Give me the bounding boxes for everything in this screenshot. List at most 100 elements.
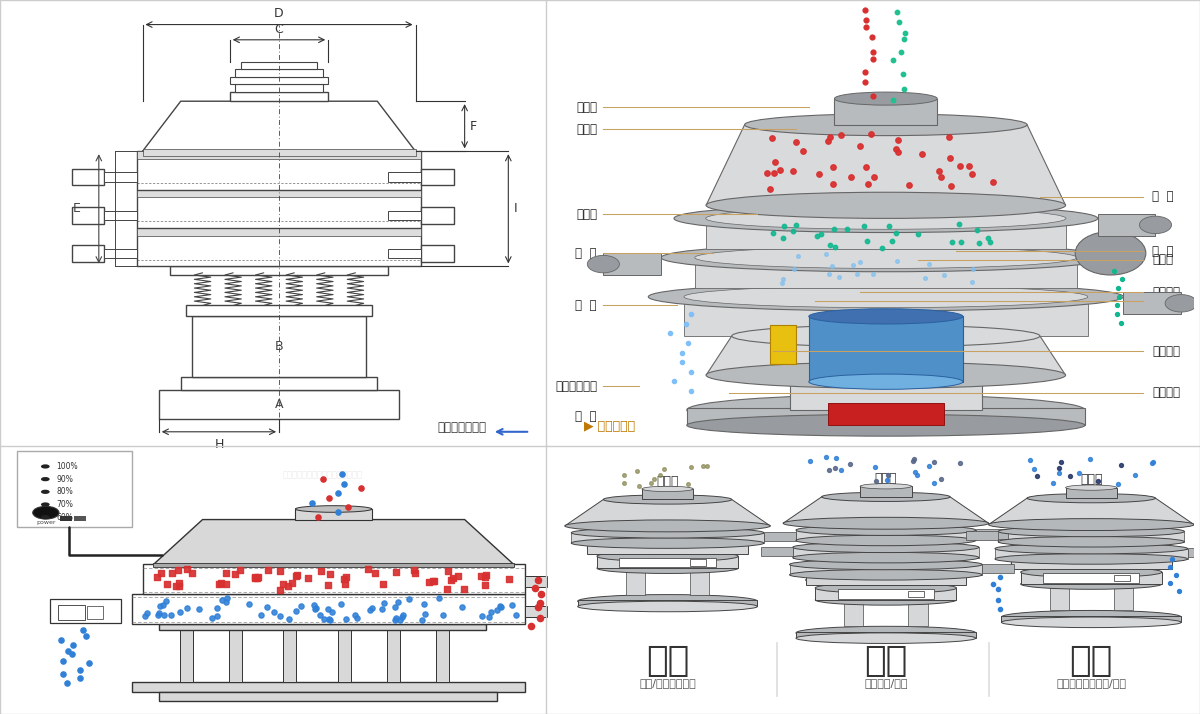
Point: [862, 128, 881, 139]
Bar: [770, 325, 796, 364]
Bar: [230, 77, 328, 84]
Point: [258, 602, 277, 613]
Point: [865, 461, 884, 473]
Point: [310, 609, 329, 620]
Point: [857, 15, 876, 26]
Point: [864, 171, 883, 183]
Point: [823, 178, 842, 190]
Point: [319, 613, 338, 625]
Point: [941, 152, 960, 164]
Point: [832, 464, 851, 476]
Point: [614, 478, 634, 489]
Point: [949, 218, 968, 230]
Point: [1111, 459, 1130, 471]
Point: [292, 600, 311, 612]
Point: [58, 677, 77, 688]
Bar: [421, 246, 454, 262]
Text: 60%: 60%: [56, 513, 73, 522]
Point: [278, 580, 298, 591]
Point: [226, 568, 245, 580]
Point: [271, 565, 290, 577]
Point: [924, 456, 943, 468]
Polygon shape: [706, 125, 1066, 206]
Point: [907, 469, 926, 481]
Bar: [230, 91, 328, 101]
Ellipse shape: [706, 362, 1066, 388]
Point: [157, 578, 176, 590]
Point: [784, 263, 803, 275]
Point: [942, 236, 961, 248]
Ellipse shape: [1002, 610, 1181, 623]
Bar: [143, 149, 415, 156]
Ellipse shape: [596, 551, 738, 562]
Ellipse shape: [809, 374, 962, 389]
Ellipse shape: [577, 595, 757, 608]
Bar: [421, 169, 454, 185]
Point: [774, 221, 793, 232]
Point: [823, 261, 842, 272]
Bar: [834, 99, 937, 125]
Point: [406, 568, 425, 579]
Point: [980, 236, 1000, 248]
Point: [787, 136, 806, 148]
Ellipse shape: [674, 204, 1098, 233]
Point: [374, 597, 394, 608]
Text: 过滤: 过滤: [864, 643, 907, 678]
Point: [528, 574, 547, 585]
Text: I: I: [514, 202, 517, 216]
Point: [245, 571, 264, 583]
Ellipse shape: [596, 563, 738, 573]
Point: [989, 595, 1008, 606]
Ellipse shape: [989, 518, 1194, 531]
Point: [672, 356, 691, 368]
Bar: [761, 547, 793, 556]
Point: [832, 129, 851, 141]
Point: [1109, 478, 1128, 490]
Point: [642, 477, 661, 488]
Point: [506, 609, 526, 620]
Point: [863, 31, 882, 43]
Text: 除杂: 除杂: [1069, 643, 1112, 678]
Point: [210, 578, 229, 590]
Point: [1043, 477, 1062, 488]
Point: [950, 457, 970, 468]
Text: 100%: 100%: [56, 462, 78, 471]
Polygon shape: [695, 258, 1076, 288]
Point: [170, 580, 190, 592]
Bar: [686, 408, 1085, 426]
Ellipse shape: [805, 575, 966, 585]
Ellipse shape: [686, 395, 1085, 426]
Point: [528, 602, 547, 613]
Text: 90%: 90%: [56, 475, 73, 483]
Point: [138, 608, 157, 619]
Point: [362, 603, 382, 614]
Polygon shape: [154, 520, 514, 565]
Point: [847, 268, 866, 280]
Point: [280, 613, 299, 624]
Circle shape: [41, 464, 49, 468]
Point: [415, 608, 434, 620]
Ellipse shape: [995, 543, 1188, 554]
Point: [764, 167, 784, 178]
Point: [331, 598, 350, 610]
Point: [773, 232, 792, 243]
Point: [311, 565, 330, 577]
Ellipse shape: [822, 492, 950, 501]
Point: [679, 478, 698, 489]
Point: [319, 603, 338, 615]
Point: [424, 575, 443, 586]
Bar: [137, 151, 421, 159]
Point: [335, 578, 354, 590]
Bar: [60, 516, 72, 521]
Point: [217, 593, 236, 604]
Point: [851, 141, 870, 152]
Point: [211, 578, 230, 589]
Point: [521, 620, 540, 631]
Ellipse shape: [1002, 617, 1181, 628]
Point: [208, 610, 227, 621]
Bar: [966, 531, 998, 540]
Ellipse shape: [571, 528, 764, 538]
Circle shape: [32, 506, 59, 519]
Bar: [192, 316, 366, 377]
Point: [984, 176, 1003, 188]
